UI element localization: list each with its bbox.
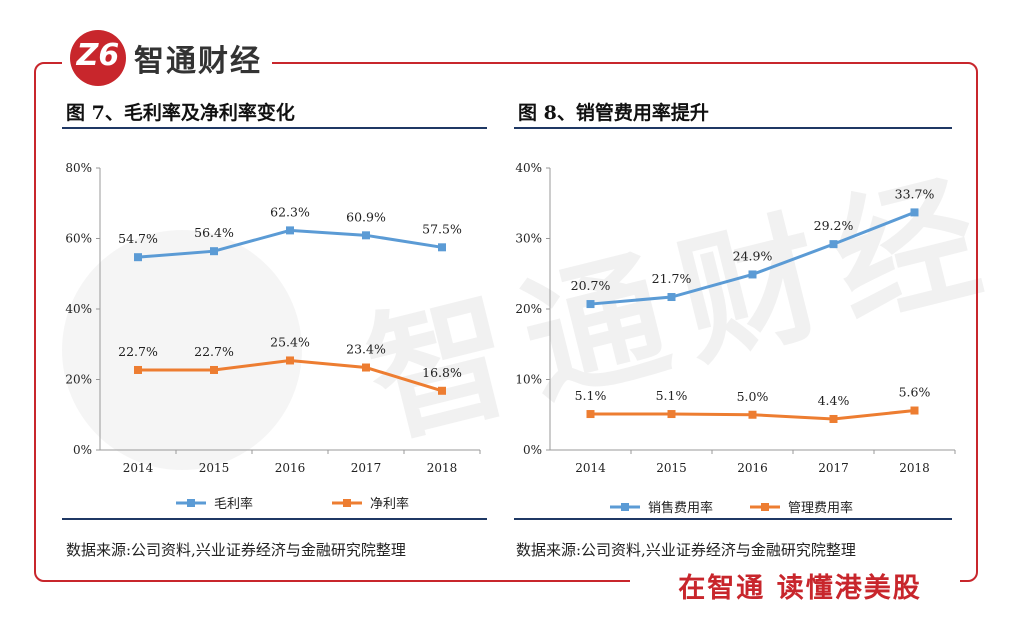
data-label: 22.7% xyxy=(118,344,158,359)
data-label: 5.0% xyxy=(737,389,769,404)
data-label: 33.7% xyxy=(895,186,935,201)
data-point xyxy=(829,240,838,249)
x-tick-label: 2014 xyxy=(123,461,154,475)
x-tick-label: 2014 xyxy=(575,461,606,475)
y-tick-label: 20% xyxy=(515,302,542,316)
data-point xyxy=(910,208,919,217)
legend-label: 销售费用率 xyxy=(648,500,713,516)
x-tick-label: 2018 xyxy=(899,461,930,475)
legend-marker xyxy=(343,499,351,507)
data-point xyxy=(286,356,294,365)
chart-1-source: 数据来源:公司资料,兴业证券经济与金融研究院整理 xyxy=(66,541,406,559)
data-point xyxy=(362,363,370,372)
x-tick-label: 2015 xyxy=(656,461,687,475)
x-tick-label: 2016 xyxy=(275,461,306,475)
data-point xyxy=(134,253,142,262)
data-point xyxy=(210,365,218,374)
brand-name: 智通财经 xyxy=(134,44,262,79)
legend-marker xyxy=(761,503,769,511)
data-point xyxy=(586,300,595,309)
legend-label: 毛利率 xyxy=(214,496,253,512)
data-point xyxy=(286,226,294,235)
data-point xyxy=(438,243,446,252)
data-label: 23.4% xyxy=(346,342,386,357)
chart-2-source: 数据来源:公司资料,兴业证券经济与金融研究院整理 xyxy=(516,541,856,559)
data-label: 60.9% xyxy=(346,209,386,224)
data-label: 5.6% xyxy=(899,385,931,400)
data-point xyxy=(586,410,595,419)
brand-logo: Z6 智通财经 xyxy=(70,30,262,86)
data-label: 25.4% xyxy=(270,334,310,349)
data-point xyxy=(748,410,757,419)
data-point xyxy=(362,231,370,240)
legend-label: 净利率 xyxy=(370,496,409,512)
legend-marker xyxy=(621,503,629,511)
y-tick-label: 0% xyxy=(73,443,92,457)
data-label: 21.7% xyxy=(652,271,692,286)
y-tick-label: 10% xyxy=(515,373,542,387)
x-tick-label: 2015 xyxy=(199,461,230,475)
data-label: 5.1% xyxy=(656,388,688,403)
data-label: 57.5% xyxy=(422,221,462,236)
data-point xyxy=(667,293,676,302)
data-label: 20.7% xyxy=(571,278,611,293)
x-tick-label: 2017 xyxy=(818,461,849,475)
data-label: 24.9% xyxy=(733,248,773,263)
card-frame xyxy=(34,62,978,582)
data-point xyxy=(748,270,757,279)
data-point xyxy=(829,414,838,423)
data-point xyxy=(910,406,919,415)
data-label: 22.7% xyxy=(194,344,234,359)
chart-1-title: 图 7、毛利率及净利率变化 xyxy=(66,102,295,124)
data-point xyxy=(210,247,218,256)
data-label: 56.4% xyxy=(194,225,234,240)
x-tick-label: 2018 xyxy=(427,461,458,475)
y-tick-label: 60% xyxy=(65,232,92,246)
data-point xyxy=(134,365,142,374)
chart-1-bottom-rule xyxy=(62,518,487,520)
y-tick-label: 40% xyxy=(515,161,542,175)
chart-2-bottom-rule xyxy=(514,518,952,520)
chart-2-top-rule xyxy=(514,127,952,129)
watermark-logo-circle xyxy=(62,230,302,470)
y-tick-label: 0% xyxy=(523,443,542,457)
data-point xyxy=(667,410,676,419)
data-label: 5.1% xyxy=(575,388,607,403)
y-tick-label: 20% xyxy=(65,373,92,387)
x-tick-label: 2016 xyxy=(737,461,768,475)
data-label: 62.3% xyxy=(270,204,310,219)
y-tick-label: 80% xyxy=(65,161,92,175)
y-tick-label: 30% xyxy=(515,232,542,246)
legend-label: 管理费用率 xyxy=(788,500,853,516)
slogan: 在智通 读懂港美股 xyxy=(678,573,922,604)
legend-marker xyxy=(187,499,195,507)
data-label: 29.2% xyxy=(814,218,854,233)
data-label: 54.7% xyxy=(118,231,158,246)
x-tick-label: 2017 xyxy=(351,461,382,475)
data-point xyxy=(438,386,446,395)
brand-logo-icon: Z6 xyxy=(70,30,126,86)
data-label: 16.8% xyxy=(422,365,462,380)
chart-1-top-rule xyxy=(62,127,487,129)
chart-2-title: 图 8、销管费用率提升 xyxy=(518,102,709,124)
y-tick-label: 40% xyxy=(65,302,92,316)
data-label: 4.4% xyxy=(818,393,850,408)
